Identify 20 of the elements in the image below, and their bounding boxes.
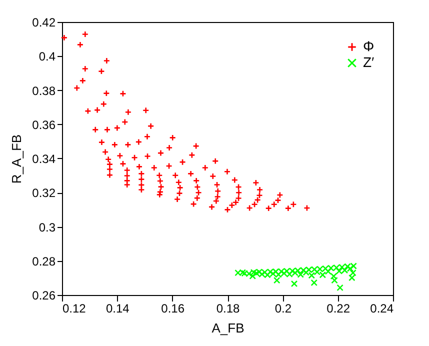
y-tick-label: 0.28 <box>32 254 56 268</box>
legend-label: Z′ <box>363 54 375 70</box>
x-tick-label: 0.24 <box>370 302 394 316</box>
y-tick-label: 0.4 <box>38 50 56 64</box>
x-tick-label: 0.18 <box>216 302 240 316</box>
y-tick-label: 0.36 <box>32 118 56 132</box>
y-tick-label: 0.3 <box>38 220 56 234</box>
x-tick-label: 0.14 <box>106 302 130 316</box>
y-tick-label: 0.32 <box>32 186 56 200</box>
legend-label: Φ <box>363 38 374 54</box>
x-tick-label: 0.12 <box>62 302 86 316</box>
y-tick-label: 0.26 <box>32 288 56 302</box>
y-tick-label: 0.42 <box>32 16 56 30</box>
x-tick-label: 0.16 <box>161 302 185 316</box>
x-axis-title: A_FB <box>212 320 244 336</box>
x-tick-label: 0.22 <box>326 302 350 316</box>
y-tick-label: 0.34 <box>32 152 56 166</box>
x-tick-label: 0.2 <box>274 302 292 316</box>
y-tick-label: 0.38 <box>32 84 56 98</box>
y-axis-title: R_A_FB <box>9 134 24 184</box>
